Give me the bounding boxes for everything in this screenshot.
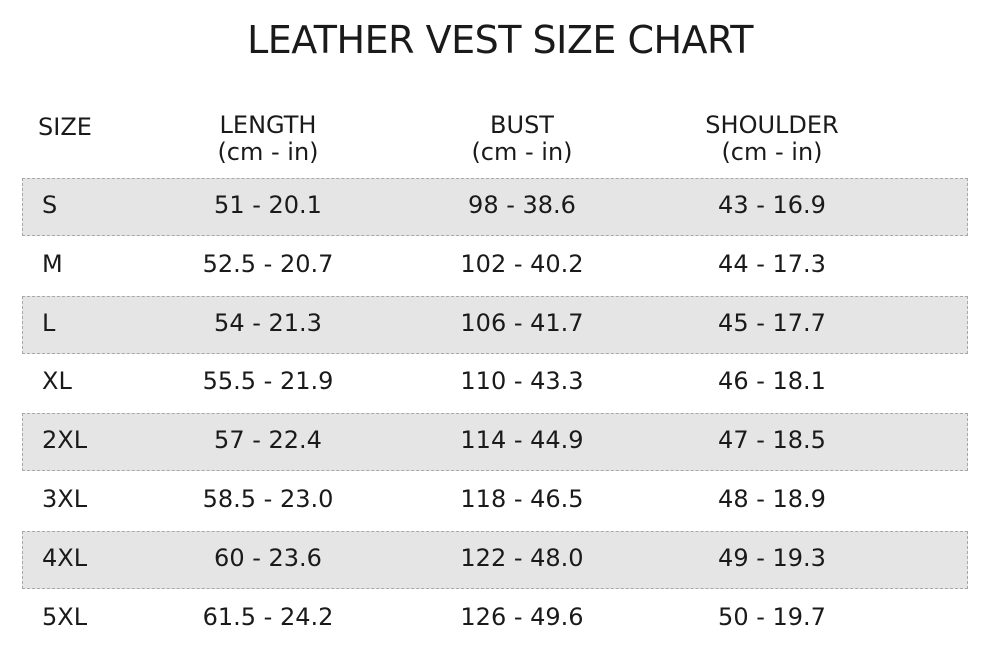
title: LEATHER VEST SIZE CHART (247, 18, 753, 62)
column-unit: (cm - in) (217, 138, 319, 166)
measure-cell: 126 - 49.6 (460, 602, 584, 631)
column-header: BUST (490, 111, 554, 139)
measure-cell: 52.5 - 20.7 (202, 249, 334, 278)
column-unit: (cm - in) (471, 138, 573, 166)
row-band (22, 178, 968, 236)
row-band (22, 295, 968, 354)
size-cell: XL (42, 367, 72, 396)
size-cell: M (42, 249, 63, 278)
column-unit: (cm - in) (721, 138, 823, 166)
measure-cell: 114 - 44.9 (460, 426, 584, 455)
size-cell: 4XL (42, 543, 88, 572)
measure-cell: 50 - 19.7 (718, 602, 826, 631)
size-cell: S (42, 191, 58, 219)
row-band (22, 530, 968, 589)
measure-cell: 51 - 20.1 (214, 191, 322, 219)
measure-cell: 45 - 17.7 (718, 308, 826, 337)
size-cell: 3XL (42, 485, 88, 513)
column-header: SIZE (38, 113, 92, 141)
measure-cell: 106 - 41.7 (460, 308, 584, 337)
measure-cell: 57 - 22.4 (214, 426, 322, 455)
size-cell: 5XL (42, 602, 88, 631)
measure-cell: 60 - 23.6 (214, 543, 322, 572)
column-header: SHOULDER (705, 111, 839, 139)
measure-cell: 54 - 21.3 (214, 308, 322, 337)
measure-cell: 58.5 - 23.0 (202, 485, 334, 513)
measure-cell: 44 - 17.3 (718, 249, 826, 278)
measure-cell: 49 - 19.3 (718, 543, 826, 572)
measure-cell: 48 - 18.9 (718, 485, 826, 513)
measure-cell: 46 - 18.1 (718, 367, 826, 396)
column-header: LENGTH (219, 111, 317, 139)
measure-cell: 118 - 46.5 (460, 485, 584, 513)
measure-cell: 55.5 - 21.9 (202, 367, 334, 396)
measure-cell: 47 - 18.5 (718, 426, 826, 455)
measure-cell: 122 - 48.0 (460, 543, 584, 572)
measure-cell: 102 - 40.2 (460, 249, 584, 278)
measure-cell: 110 - 43.3 (460, 367, 584, 396)
size-cell: L (42, 308, 56, 337)
measure-cell: 43 - 16.9 (718, 191, 826, 219)
size-cell: 2XL (42, 426, 88, 455)
measure-cell: 98 - 38.6 (468, 191, 576, 219)
measure-cell: 61.5 - 24.2 (202, 602, 334, 631)
row-band (22, 413, 968, 472)
